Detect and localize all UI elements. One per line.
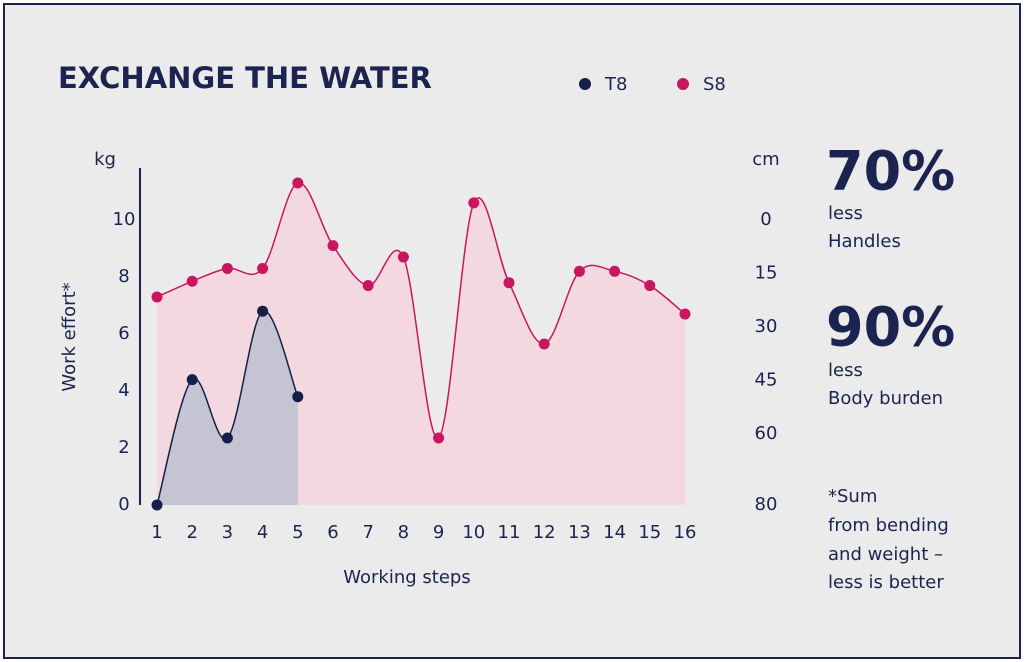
stat-value: 70%	[826, 140, 955, 203]
point	[327, 240, 339, 252]
point	[679, 308, 691, 320]
footnote: and weight –	[828, 544, 943, 565]
point	[151, 291, 163, 303]
x-tick-label: 1	[151, 522, 162, 543]
x-tick-label: 15	[638, 522, 661, 543]
point	[257, 262, 269, 274]
y2-tick-label: 15	[755, 262, 778, 283]
point	[609, 265, 621, 277]
y2-tick-label: 60	[755, 423, 778, 444]
y-tick-label: 2	[118, 437, 129, 458]
point	[151, 499, 163, 511]
point	[468, 197, 480, 209]
x-tick-label: 10	[462, 522, 485, 543]
point	[257, 305, 269, 317]
point	[503, 277, 515, 289]
y-axis-label: Work effort*	[59, 282, 80, 391]
y-tick-label: 4	[118, 380, 129, 401]
legend-label: T8	[604, 74, 627, 95]
y2-tick-label: 80	[755, 494, 778, 515]
y2-tick-label: 0	[760, 209, 771, 230]
y2-tick-label: 45	[755, 369, 778, 390]
stat-text: Handles	[828, 231, 901, 252]
point	[644, 280, 656, 292]
point	[362, 280, 374, 292]
point	[292, 391, 304, 403]
x-tick-label: 9	[433, 522, 444, 543]
y-tick-label: 6	[118, 323, 129, 344]
x-tick-label: 8	[398, 522, 409, 543]
point	[186, 374, 198, 386]
x-tick-label: 4	[257, 522, 268, 543]
point	[186, 275, 198, 287]
point	[292, 177, 304, 189]
x-tick-label: 11	[498, 522, 521, 543]
y2-unit: cm	[752, 149, 779, 170]
chart-title: EXCHANGE THE WATER	[58, 61, 432, 95]
y-tick-label: 0	[118, 494, 129, 515]
point	[221, 432, 233, 444]
y2-tick-label: 30	[755, 316, 778, 337]
y-unit: kg	[94, 149, 116, 170]
legend-marker	[579, 78, 591, 90]
x-tick-label: 2	[186, 522, 197, 543]
legend-marker	[677, 78, 689, 90]
footnote: less is better	[828, 572, 944, 593]
y-tick-label: 8	[118, 266, 129, 287]
footnote: from bending	[828, 515, 949, 536]
x-axis-label: Working steps	[343, 567, 470, 588]
x-tick-label: 14	[603, 522, 626, 543]
x-tick-label: 13	[568, 522, 591, 543]
stat-text: less	[828, 203, 863, 224]
x-tick-label: 5	[292, 522, 303, 543]
point	[221, 262, 233, 274]
y-tick-label: 10	[113, 209, 136, 230]
x-tick-label: 12	[533, 522, 556, 543]
point	[573, 265, 585, 277]
point	[433, 432, 445, 444]
area	[157, 310, 298, 505]
x-tick-label: 6	[327, 522, 338, 543]
x-tick-label: 16	[674, 522, 697, 543]
stat-value: 90%	[826, 296, 955, 359]
x-tick-label: 3	[222, 522, 233, 543]
stat-text: Body burden	[828, 388, 943, 409]
stat-text: less	[828, 360, 863, 381]
point	[397, 251, 409, 263]
footnote: *Sum	[828, 486, 877, 507]
point	[538, 338, 550, 350]
x-tick-label: 7	[362, 522, 373, 543]
legend-label: S8	[703, 74, 726, 95]
